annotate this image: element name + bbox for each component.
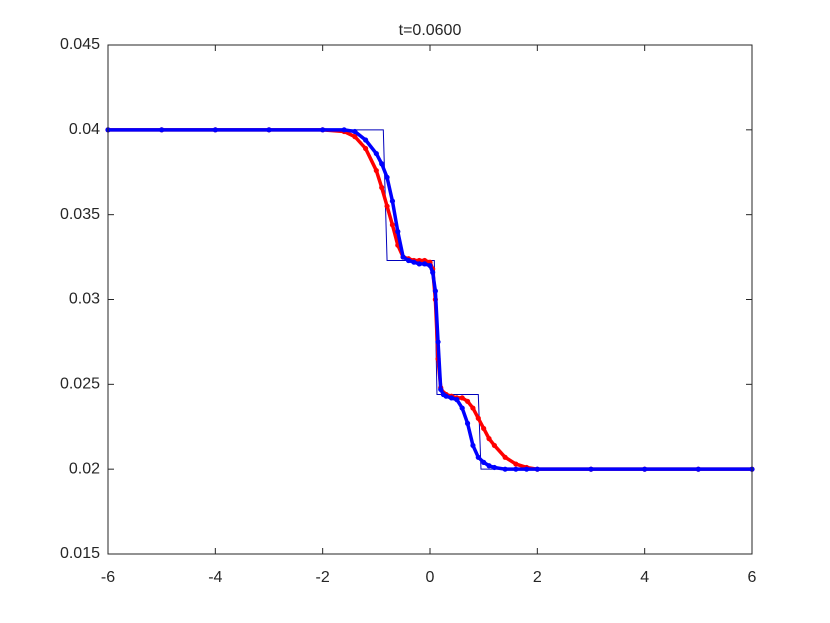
data-point <box>427 262 433 269</box>
data-point <box>384 174 390 180</box>
x-tick-label: 2 <box>533 569 542 586</box>
y-tick-label: 0.035 <box>60 206 100 223</box>
data-point <box>373 150 379 157</box>
data-point <box>491 442 497 449</box>
data-point <box>695 466 701 472</box>
data-point <box>266 127 272 133</box>
data-point <box>363 145 369 152</box>
data-point <box>481 459 487 465</box>
data-point <box>400 254 406 260</box>
data-point <box>642 466 648 472</box>
data-point <box>588 466 594 472</box>
data-point <box>432 288 438 294</box>
data-point <box>430 269 436 275</box>
y-tick-label: 0.03 <box>69 291 100 308</box>
data-point <box>363 137 369 143</box>
data-point <box>475 454 481 460</box>
x-tick-label: 0 <box>426 569 435 586</box>
data-point <box>454 397 460 403</box>
data-point <box>459 395 465 401</box>
data-point <box>341 127 347 133</box>
data-point <box>464 420 471 426</box>
data-point <box>411 259 417 265</box>
x-tick-label: -2 <box>316 569 330 586</box>
data-point <box>481 425 487 432</box>
data-point <box>438 386 444 393</box>
data-point <box>389 222 396 228</box>
data-point <box>395 229 401 235</box>
data-point <box>486 436 492 442</box>
plot-area <box>108 45 752 554</box>
data-point <box>352 134 358 140</box>
data-point <box>379 184 385 191</box>
data-point <box>212 127 218 133</box>
data-point <box>491 464 497 471</box>
data-point <box>486 463 492 469</box>
x-tick-label: 6 <box>748 569 757 586</box>
y-tick-label: 0.02 <box>69 460 100 477</box>
y-tick-label: 0.025 <box>60 376 100 393</box>
data-point <box>534 466 540 472</box>
data-point <box>435 339 441 345</box>
data-point <box>470 442 476 449</box>
data-point <box>405 257 412 264</box>
data-point <box>159 127 165 133</box>
data-point <box>320 127 326 133</box>
data-point <box>448 395 455 401</box>
data-point <box>379 161 385 167</box>
data-point <box>502 454 508 460</box>
y-tick-label: 0.045 <box>60 36 100 53</box>
data-point <box>373 167 379 174</box>
x-tick-label: 4 <box>640 569 649 586</box>
data-point <box>470 405 476 411</box>
chart-title: t=0.0600 <box>399 22 462 39</box>
axes-box <box>107 44 753 555</box>
data-point <box>524 466 530 472</box>
data-point <box>416 261 422 267</box>
data-point <box>422 261 428 267</box>
data-point <box>513 461 519 467</box>
data-point <box>384 203 390 209</box>
data-point <box>513 466 519 472</box>
y-tick-label: 0.04 <box>69 121 100 138</box>
x-tick-label: -4 <box>208 569 222 586</box>
y-tick-label: 0.015 <box>60 545 100 562</box>
data-point <box>389 198 396 204</box>
data-point <box>475 415 481 421</box>
data-point <box>352 128 358 135</box>
x-tick-label: -6 <box>101 569 115 586</box>
data-point <box>459 405 465 411</box>
data-point <box>464 398 471 404</box>
data-point <box>502 466 508 472</box>
data-point <box>443 393 449 399</box>
